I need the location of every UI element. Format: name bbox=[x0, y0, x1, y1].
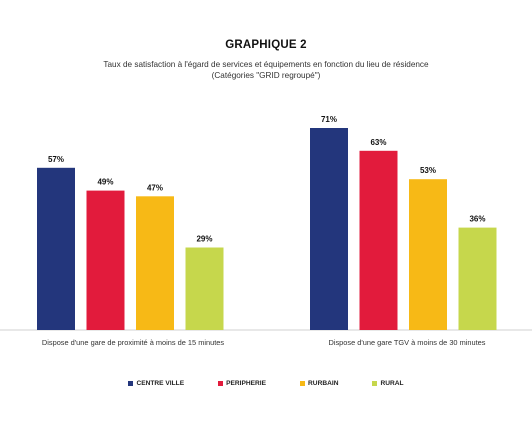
bar-rurbain-2 bbox=[409, 179, 447, 330]
data-label: 29% bbox=[196, 235, 212, 244]
legend-swatch bbox=[128, 381, 134, 386]
legend-item-rurbain: RURBAIN bbox=[300, 380, 338, 387]
chart-subtitle-line2: (Catégories "GRID regroupé") bbox=[211, 71, 321, 80]
chart-legend: CENTRE VILLE PERIPHERIE RURBAIN RURAL bbox=[0, 380, 532, 387]
bar-rural-2 bbox=[458, 227, 497, 330]
bar-centre-ville-1 bbox=[37, 167, 75, 330]
bar-rural-1 bbox=[185, 247, 224, 330]
legend-label: RURBAIN bbox=[308, 380, 339, 387]
data-label: 57% bbox=[48, 155, 64, 164]
legend-item-peripherie: PERIPHERIE bbox=[218, 380, 266, 387]
legend-label: CENTRE VILLE bbox=[136, 380, 185, 387]
chart-subtitle-line1: Taux de satisfaction à l'égard de servic… bbox=[103, 60, 429, 69]
legend-swatch bbox=[300, 381, 306, 386]
bar-centre-ville-2 bbox=[310, 128, 348, 330]
data-label: 36% bbox=[469, 215, 485, 224]
data-label: 47% bbox=[147, 183, 163, 192]
category-label: Dispose d'une gare de proximité à moins … bbox=[42, 338, 224, 347]
legend-label: PERIPHERIE bbox=[226, 380, 267, 387]
chart-title: GRAPHIQUE 2 bbox=[225, 39, 307, 51]
legend-item-rural: RURAL bbox=[372, 380, 404, 387]
legend-swatch bbox=[218, 381, 224, 386]
data-label: 49% bbox=[97, 178, 113, 187]
legend-label: RURAL bbox=[380, 380, 404, 387]
data-label: 63% bbox=[370, 138, 386, 147]
bar-peripherie-1 bbox=[86, 190, 125, 330]
bar-rurbain-1 bbox=[136, 196, 174, 330]
category-label: Dispose d'une gare TGV à moins de 30 min… bbox=[329, 338, 486, 347]
data-label: 53% bbox=[420, 166, 436, 175]
legend-swatch bbox=[372, 381, 378, 386]
data-label: 71% bbox=[321, 115, 337, 124]
bar-peripherie-2 bbox=[359, 150, 398, 330]
legend-item-centre-ville: CENTRE VILLE bbox=[128, 380, 184, 387]
